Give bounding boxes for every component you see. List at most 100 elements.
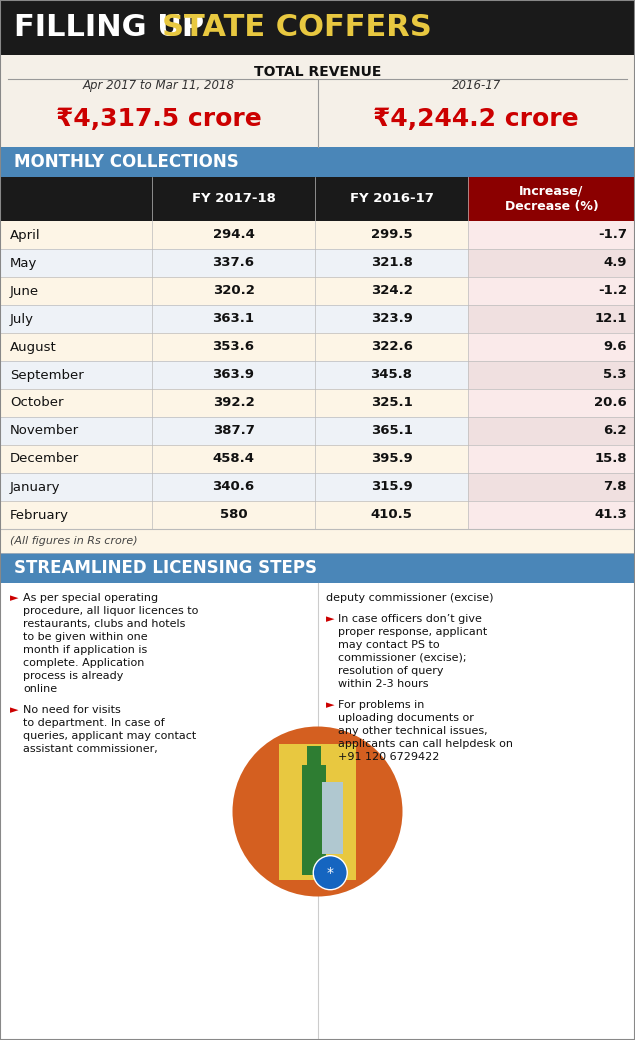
Bar [468,220,635,249]
Circle shape [313,856,347,889]
Bar [0,55,635,147]
Text: 9.6: 9.6 [603,340,627,354]
Bar [0,249,468,277]
Text: procedure, all liquor licences to: procedure, all liquor licences to [23,606,198,616]
Text: -1.7: -1.7 [598,229,627,241]
Text: 337.6: 337.6 [213,257,255,269]
Text: January: January [10,480,60,494]
Text: 324.2: 324.2 [371,285,413,297]
Text: within 2-3 hours: within 2-3 hours [337,679,428,688]
Text: 363.1: 363.1 [213,312,255,326]
Text: FY 2017-18: FY 2017-18 [192,192,276,206]
Text: 363.9: 363.9 [213,368,255,382]
Text: complete. Application: complete. Application [23,658,144,668]
Text: ₹4,317.5 crore: ₹4,317.5 crore [56,107,262,131]
Bar [0,529,635,553]
Text: June: June [10,285,39,297]
Bar [322,782,343,854]
Text: 322.6: 322.6 [371,340,413,354]
Text: April: April [10,229,41,241]
Bar [0,361,468,389]
Text: deputy commissioner (excise): deputy commissioner (excise) [326,593,493,603]
Text: 299.5: 299.5 [371,229,412,241]
Text: 20.6: 20.6 [594,396,627,410]
Bar [468,417,635,445]
Text: 320.2: 320.2 [213,285,255,297]
Text: MONTHLY COLLECTIONS: MONTHLY COLLECTIONS [14,153,239,171]
Text: 325.1: 325.1 [371,396,412,410]
Text: 365.1: 365.1 [371,424,413,438]
Text: 580: 580 [220,509,247,521]
Text: For problems in: For problems in [337,700,424,710]
Bar [279,744,356,880]
Text: to be given within one: to be given within one [23,632,147,642]
Text: Increase/
Decrease (%): Increase/ Decrease (%) [505,185,598,213]
Text: ►: ► [10,593,18,603]
Bar [468,389,635,417]
Text: assistant commissioner,: assistant commissioner, [23,744,157,754]
Text: may contact PS to: may contact PS to [337,640,439,650]
Text: any other technical issues,: any other technical issues, [337,726,487,736]
Text: FY 2016-17: FY 2016-17 [349,192,434,206]
Text: 294.4: 294.4 [213,229,255,241]
Text: October: October [10,396,64,410]
Text: 2016-17: 2016-17 [451,79,501,92]
Bar [0,501,468,529]
Text: restaurants, clubs and hotels: restaurants, clubs and hotels [23,619,185,629]
Text: month if application is: month if application is [23,645,147,655]
Bar [468,305,635,333]
Text: uploading documents or: uploading documents or [337,713,473,723]
Bar [0,305,468,333]
Text: November: November [10,424,79,438]
Text: 4.9: 4.9 [603,257,627,269]
Text: 6.2: 6.2 [603,424,627,438]
Text: December: December [10,452,79,466]
Text: 353.6: 353.6 [213,340,255,354]
Text: STATE COFFERS: STATE COFFERS [162,12,432,42]
Bar [0,445,468,473]
Text: online: online [23,684,57,694]
Text: TOTAL REVENUE: TOTAL REVENUE [254,64,381,79]
Text: proper response, applicant: proper response, applicant [337,627,487,636]
Text: -1.2: -1.2 [598,285,627,297]
Bar [302,764,326,876]
Bar [468,249,635,277]
Text: 410.5: 410.5 [371,509,413,521]
Text: 7.8: 7.8 [603,480,627,494]
Text: September: September [10,368,84,382]
Text: ►: ► [326,700,334,710]
Bar [468,361,635,389]
Bar [0,220,468,249]
Text: 315.9: 315.9 [371,480,412,494]
Bar [0,177,635,220]
Text: *: * [327,865,334,880]
Text: 323.9: 323.9 [371,312,413,326]
Text: No need for visits: No need for visits [23,705,121,716]
Bar [468,473,635,501]
Text: +91 120 6729422: +91 120 6729422 [337,752,439,762]
Bar [0,553,635,583]
Text: 345.8: 345.8 [370,368,413,382]
Text: ►: ► [326,614,334,624]
Text: 340.6: 340.6 [213,480,255,494]
Bar [0,147,635,177]
Bar [468,445,635,473]
Text: FILLING UP: FILLING UP [14,12,215,42]
Text: (All figures in Rs crore): (All figures in Rs crore) [10,536,138,546]
Bar [0,473,468,501]
Text: February: February [10,509,69,521]
Bar [0,417,468,445]
Text: July: July [10,312,34,326]
Text: 392.2: 392.2 [213,396,255,410]
Text: ₹4,244.2 crore: ₹4,244.2 crore [373,107,579,131]
Text: 5.3: 5.3 [603,368,627,382]
Text: 458.4: 458.4 [213,452,255,466]
Text: applicants can call helpdesk on: applicants can call helpdesk on [337,739,512,749]
Bar [307,746,321,764]
Text: 41.3: 41.3 [594,509,627,521]
Bar [0,0,635,55]
Circle shape [232,727,403,896]
Text: queries, applicant may contact: queries, applicant may contact [23,731,196,740]
Text: commissioner (excise);: commissioner (excise); [337,653,466,664]
Text: Apr 2017 to Mar 11, 2018: Apr 2017 to Mar 11, 2018 [83,79,235,92]
